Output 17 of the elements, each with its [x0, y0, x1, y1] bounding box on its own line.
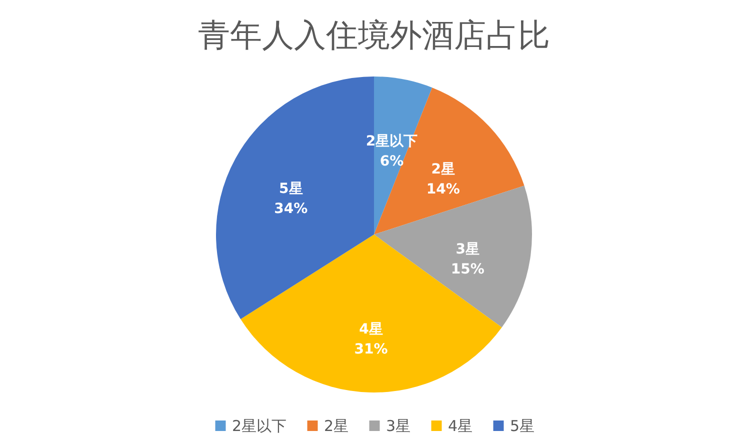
- legend-label: 4星: [448, 416, 473, 435]
- chart-title: 青年人入住境外酒店占比: [198, 16, 550, 54]
- legend-label: 5星: [510, 416, 535, 435]
- slice-label: 2星以下: [366, 133, 418, 150]
- data-label: 31%: [354, 341, 388, 358]
- data-label: 14%: [426, 182, 460, 198]
- legend-label: 2星: [324, 416, 349, 435]
- slice-label: 4星: [359, 321, 383, 338]
- data-label: 15%: [450, 261, 484, 278]
- legend-label: 2星以下: [232, 416, 287, 435]
- data-label: 34%: [274, 200, 308, 217]
- data-label: 6%: [380, 153, 404, 170]
- slice-label: 3星: [456, 241, 480, 258]
- pie-slice: [240, 234, 502, 392]
- legend-label: 3星: [386, 416, 411, 435]
- slice-label: 5星: [279, 180, 303, 197]
- slice-label: 2星: [431, 162, 455, 178]
